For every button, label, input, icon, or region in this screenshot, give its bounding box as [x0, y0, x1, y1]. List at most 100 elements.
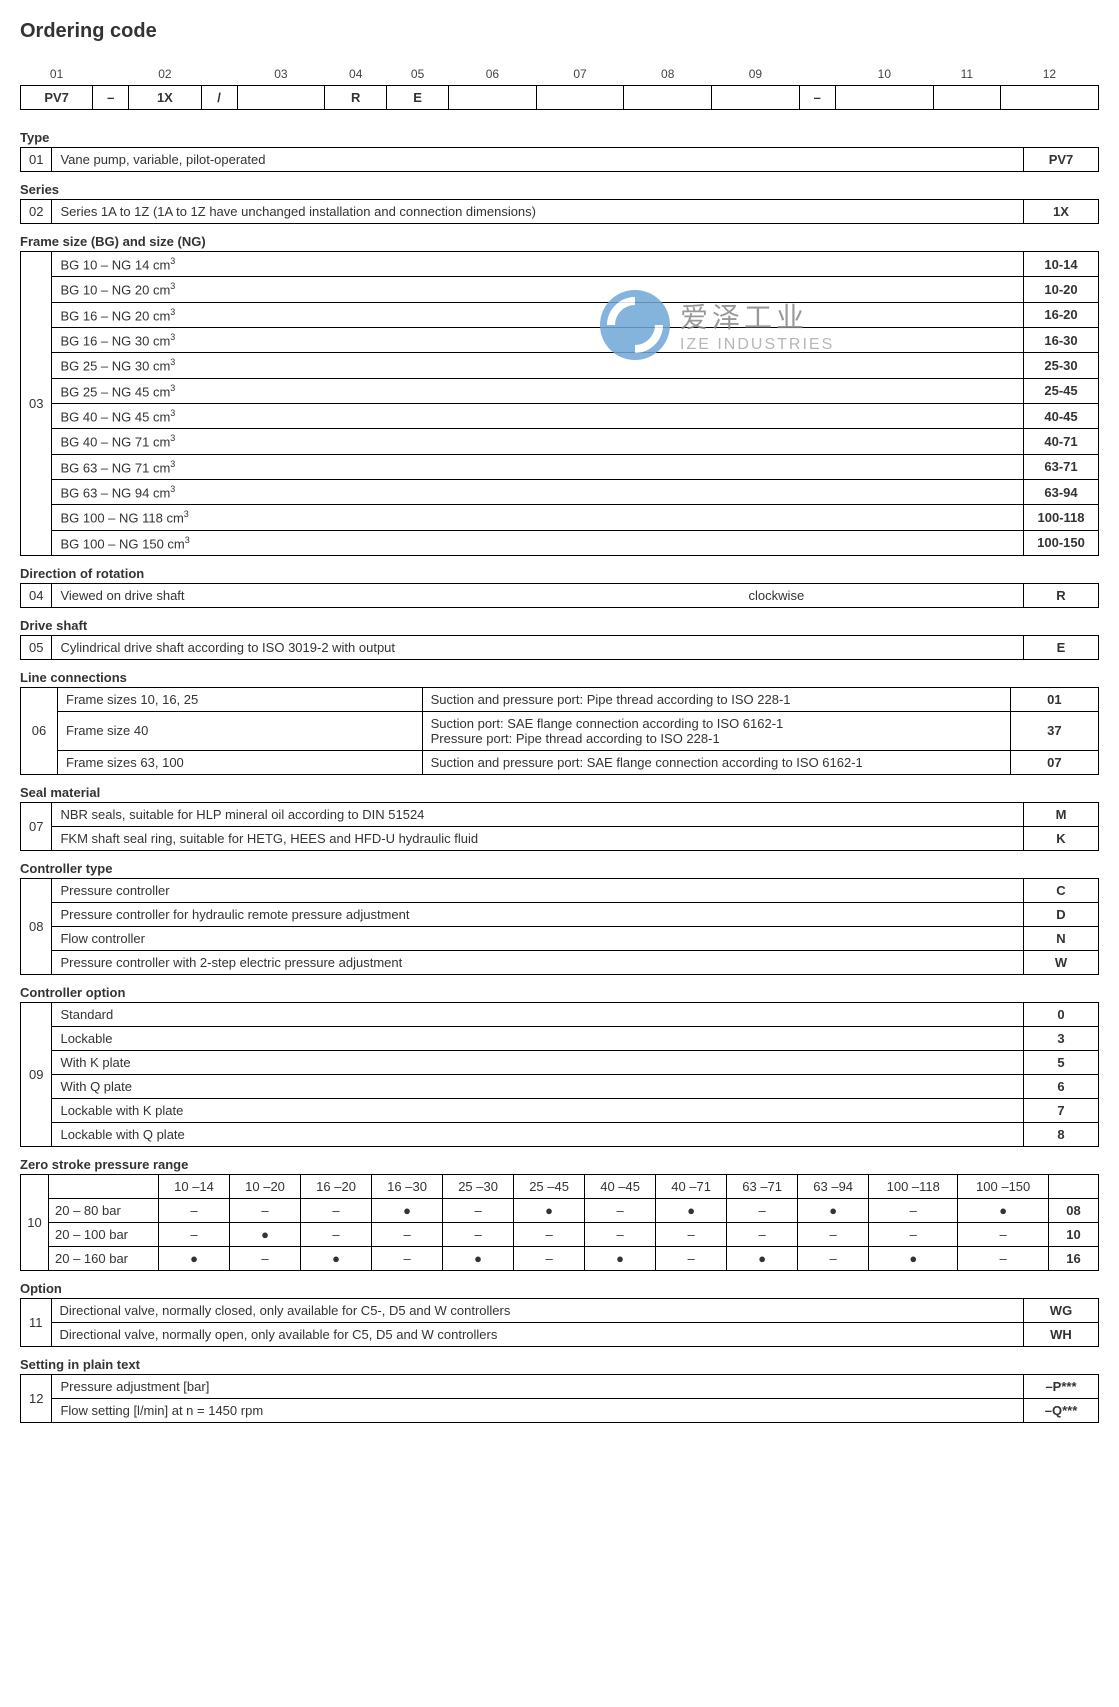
table-row: 08Pressure controllerC [21, 878, 1099, 902]
code-cell: 10-14 [1024, 252, 1099, 277]
code-cell: 100-118 [1024, 505, 1099, 530]
code-cell: W [1024, 950, 1099, 974]
code-cell: 25-45 [1024, 378, 1099, 403]
code-cell: 25-30 [1024, 353, 1099, 378]
section-title: Type [20, 130, 1099, 145]
code-value-cell: PV7 [21, 86, 93, 110]
section-title: Line connections [20, 670, 1099, 685]
desc-cell: BG 16 – NG 20 cm3 [52, 302, 1024, 327]
value-cell: ● [230, 1222, 301, 1246]
code-header-cell [799, 63, 835, 86]
value-cell: – [958, 1246, 1049, 1270]
table-row: 05Cylindrical drive shaft according to I… [21, 635, 1099, 659]
table-row: 04Viewed on drive shaftclockwiseR [21, 583, 1099, 607]
value-cell: ● [656, 1198, 727, 1222]
table-row: BG 10 – NG 20 cm310-20 [21, 277, 1099, 302]
code-value-cell: E [387, 86, 449, 110]
section-num: 12 [21, 1374, 52, 1422]
col-header: 100 –118 [869, 1174, 958, 1198]
code-header-cell: 08 [624, 63, 712, 86]
value-cell: ● [727, 1246, 798, 1270]
desc-cell: Frame size 40 [58, 711, 423, 750]
table-row: 06Frame sizes 10, 16, 25Suction and pres… [21, 687, 1099, 711]
value-cell: – [159, 1222, 230, 1246]
code-header-cell: 11 [933, 63, 1000, 86]
table-row: BG 16 – NG 30 cm316-30 [21, 327, 1099, 352]
value-cell: – [727, 1222, 798, 1246]
code-header-cell: 02 [129, 63, 201, 86]
spec-table: 09Standard0Lockable3With K plate5With Q … [20, 1002, 1099, 1147]
spec-table: 12Pressure adjustment [bar]–P***Flow set… [20, 1374, 1099, 1423]
value-cell: ● [798, 1198, 869, 1222]
col-header: 25 –45 [514, 1174, 585, 1198]
col-header: 40 –71 [656, 1174, 727, 1198]
code-cell: WG [1024, 1298, 1099, 1322]
section-title: Series [20, 182, 1099, 197]
section-num: 07 [21, 802, 52, 850]
code-header-cell: 01 [21, 63, 93, 86]
code-cell: 1X [1024, 200, 1099, 224]
code-cell: K [1024, 826, 1099, 850]
code-cell: 63-94 [1024, 479, 1099, 504]
value-cell: – [443, 1198, 514, 1222]
table-row: BG 40 – NG 45 cm340-45 [21, 403, 1099, 428]
table-row: BG 25 – NG 45 cm325-45 [21, 378, 1099, 403]
desc-cell: Lockable with K plate [52, 1098, 1024, 1122]
desc-cell: Viewed on drive shaftclockwise [52, 583, 1024, 607]
code-value-cell [624, 86, 712, 110]
table-row: 20 – 160 bar●–●–●–●–●–●–16 [21, 1246, 1099, 1270]
code-cell: 40-45 [1024, 403, 1099, 428]
col-header: 63 –71 [727, 1174, 798, 1198]
table-row: With K plate5 [21, 1050, 1099, 1074]
desc-cell: BG 100 – NG 118 cm3 [52, 505, 1024, 530]
col-header: 10 –20 [230, 1174, 301, 1198]
table-row: Lockable with K plate7 [21, 1098, 1099, 1122]
value-cell: – [230, 1198, 301, 1222]
code-value-cell [933, 86, 1000, 110]
row-label: 20 – 160 bar [49, 1246, 159, 1270]
code-cell: M [1024, 802, 1099, 826]
desc-cell: BG 63 – NG 71 cm3 [52, 454, 1024, 479]
col-header: 40 –45 [585, 1174, 656, 1198]
spec-table: 05Cylindrical drive shaft according to I… [20, 635, 1099, 660]
table-row: BG 100 – NG 150 cm3100-150 [21, 530, 1099, 555]
desc-cell: Directional valve, normally open, only a… [51, 1322, 1024, 1346]
desc-cell: Cylindrical drive shaft according to ISO… [52, 635, 1024, 659]
spec-table: 01Vane pump, variable, pilot-operatedPV7 [20, 147, 1099, 172]
desc-cell: With Q plate [52, 1074, 1024, 1098]
code-header-cell: 05 [387, 63, 449, 86]
section-num: 01 [21, 148, 52, 172]
section-title: Controller option [20, 985, 1099, 1000]
table-row: Pressure controller for hydraulic remote… [21, 902, 1099, 926]
code-cell: R [1024, 583, 1099, 607]
code-header-cell: 09 [712, 63, 800, 86]
code-cell: 3 [1024, 1026, 1099, 1050]
value-cell: ● [159, 1246, 230, 1270]
desc-cell: FKM shaft seal ring, suitable for HETG, … [52, 826, 1024, 850]
table-row: Flow setting [l/min] at n = 1450 rpm–Q**… [21, 1398, 1099, 1422]
value-cell: ● [869, 1246, 958, 1270]
code-cell: 16-20 [1024, 302, 1099, 327]
section-num: 11 [21, 1298, 52, 1346]
mid-cell: Suction and pressure port: SAE flange co… [422, 750, 1010, 774]
code-cell: D [1024, 902, 1099, 926]
section-num: 04 [21, 583, 52, 607]
section-num: 09 [21, 1002, 52, 1146]
value-cell: – [585, 1222, 656, 1246]
table-row: 02Series 1A to 1Z (1A to 1Z have unchang… [21, 200, 1099, 224]
code-cell: N [1024, 926, 1099, 950]
code-header-cell [93, 63, 129, 86]
code-cell: 0 [1024, 1002, 1099, 1026]
desc-cell: Lockable with Q plate [52, 1122, 1024, 1146]
code-cell: 08 [1049, 1198, 1099, 1222]
value-cell: – [514, 1222, 585, 1246]
spec-table: 11Directional valve, normally closed, on… [20, 1298, 1099, 1347]
desc-cell: BG 40 – NG 45 cm3 [52, 403, 1024, 428]
table-row: 12Pressure adjustment [bar]–P*** [21, 1374, 1099, 1398]
table-row: Directional valve, normally open, only a… [21, 1322, 1099, 1346]
table-row: FKM shaft seal ring, suitable for HETG, … [21, 826, 1099, 850]
blank-cell [49, 1174, 159, 1198]
spec-table: 07NBR seals, suitable for HLP mineral oi… [20, 802, 1099, 851]
table-row: BG 63 – NG 94 cm363-94 [21, 479, 1099, 504]
table-row: Flow controllerN [21, 926, 1099, 950]
